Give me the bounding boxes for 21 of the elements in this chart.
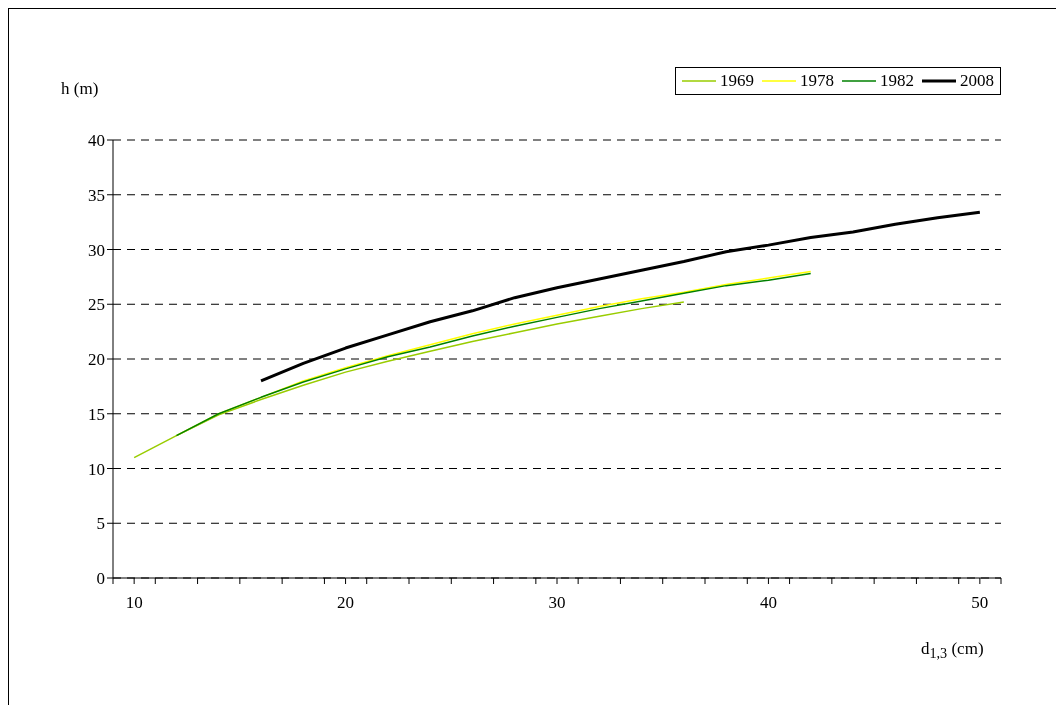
x-tick-label: 30	[548, 593, 566, 612]
legend-label: 2008	[959, 71, 994, 91]
x-tick-label: 40	[759, 593, 777, 612]
y-tick-label: 30	[88, 240, 105, 260]
x-axis-title: d$_{1,3}$ (cm)	[921, 639, 984, 663]
y-tick-label: 10	[88, 459, 105, 479]
legend-label: 1969	[719, 71, 754, 91]
y-tick-label: 40	[88, 131, 105, 151]
y-tick-label: 0	[96, 569, 105, 589]
y-axis-title: h (m)	[61, 79, 99, 99]
y-tick-label: 20	[88, 350, 105, 370]
y-tick-label: 25	[88, 295, 105, 315]
line-series	[133, 301, 685, 459]
y-tick-label: 15	[88, 404, 105, 424]
legend-label: 1978	[799, 71, 834, 91]
y-tick-label: 5	[96, 514, 105, 534]
x-tick-label: 50	[971, 593, 989, 612]
x-tick-label: 20	[337, 593, 355, 612]
x-tick-label: 10	[125, 593, 143, 612]
y-tick-label: 35	[88, 185, 105, 205]
legend-label: 1982	[879, 71, 914, 91]
